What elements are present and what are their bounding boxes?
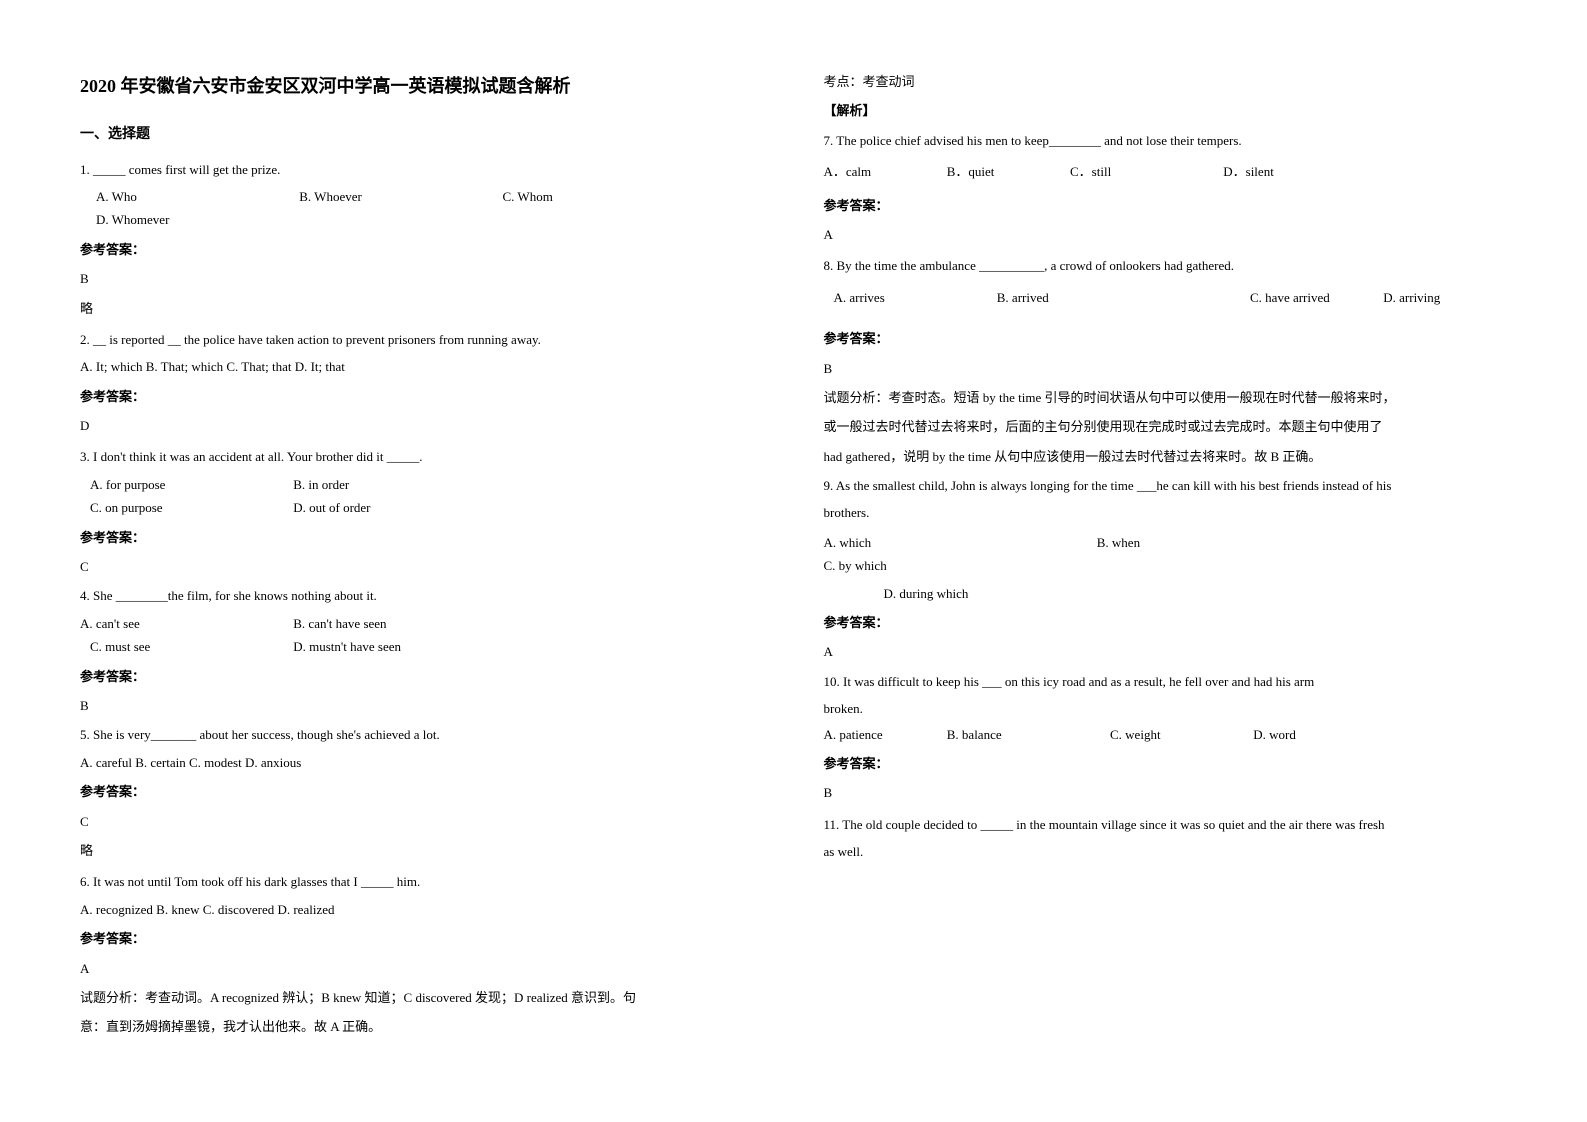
- q4-optD: D. mustn't have seen: [293, 635, 401, 658]
- q11-text1: 11. The old couple decided to _____ in t…: [824, 813, 1508, 836]
- q11-text2: as well.: [824, 840, 1508, 863]
- q2-options: A. It; which B. That; which C. That; tha…: [80, 355, 764, 378]
- q9-answer: A: [824, 640, 1508, 663]
- q1-optB: B. Whoever: [299, 185, 439, 208]
- q2-text: 2. __ is reported __ the police have tak…: [80, 328, 764, 351]
- q7-text: 7. The police chief advised his men to k…: [824, 129, 1508, 152]
- q8-answer-label: 参考答案：: [824, 327, 1508, 350]
- q3-answer: C: [80, 555, 764, 578]
- q3-optC: C. on purpose: [90, 496, 290, 519]
- q7-options: A．calm B．quiet C．still D．silent: [824, 160, 1508, 183]
- q4-optB: B. can't have seen: [293, 612, 386, 635]
- q10-text2: broken.: [824, 697, 1508, 720]
- q3-optD: D. out of order: [293, 496, 370, 519]
- q9-optD: D. during which: [884, 582, 1508, 605]
- q7-answer: A: [824, 223, 1508, 246]
- q3-text: 3. I don't think it was an accident at a…: [80, 445, 764, 468]
- q2-answer: D: [80, 414, 764, 437]
- q4-answer: B: [80, 694, 764, 717]
- doc-title: 2020 年安徽省六安市金安区双河中学高一英语模拟试题含解析: [80, 70, 764, 102]
- q6-analysis4: 【解析】: [824, 99, 1508, 122]
- q8-analysis2: 或一般过去时代替过去将来时，后面的主句分别使用现在完成时或过去完成时。本题主句中…: [824, 415, 1508, 438]
- q9-options: A. which B. when C. by which: [824, 531, 1508, 578]
- q3-optB: B. in order: [293, 473, 349, 496]
- q5-options: A. careful B. certain C. modest D. anxio…: [80, 751, 764, 774]
- q4-optA: A. can't see: [80, 612, 290, 635]
- q8-optB: B. arrived: [997, 286, 1247, 309]
- q8-answer: B: [824, 357, 1508, 380]
- q8-optA: A. arrives: [834, 286, 994, 309]
- q8-text: 8. By the time the ambulance __________,…: [824, 254, 1508, 277]
- q1-answer-label: 参考答案：: [80, 238, 764, 261]
- q9-optC: C. by which: [824, 554, 887, 577]
- q7-answer-label: 参考答案：: [824, 194, 1508, 217]
- q10-answer: B: [824, 781, 1508, 804]
- q7-optD: D．silent: [1223, 160, 1274, 183]
- q4-options: A. can't see B. can't have seen C. must …: [80, 612, 764, 659]
- section-heading: 一、选择题: [80, 122, 764, 147]
- q1-note: 略: [80, 297, 764, 320]
- q3-options: A. for purpose B. in order C. on purpose…: [90, 473, 764, 520]
- q9-text1: 9. As the smallest child, John is always…: [824, 474, 1508, 497]
- q1-optA: A. Who: [96, 185, 236, 208]
- q8-optC: C. have arrived: [1250, 286, 1380, 309]
- q3-answer-label: 参考答案：: [80, 526, 764, 549]
- q6-answer-label: 参考答案：: [80, 927, 764, 950]
- q7-optC: C．still: [1070, 160, 1220, 183]
- q5-answer-label: 参考答案：: [80, 780, 764, 803]
- q3-optA: A. for purpose: [90, 473, 290, 496]
- q2-answer-label: 参考答案：: [80, 385, 764, 408]
- q9-optB: B. when: [1097, 531, 1417, 554]
- q9-answer-label: 参考答案：: [824, 611, 1508, 634]
- q6-analysis2: 意：直到汤姆摘掉墨镜，我才认出他来。故 A 正确。: [80, 1015, 764, 1038]
- q7-optB: B．quiet: [947, 160, 1067, 183]
- q9-optA: A. which: [824, 531, 1094, 554]
- q6-analysis1: 试题分析：考查动词。A recognized 辨认；B knew 知道；C di…: [80, 986, 764, 1009]
- q6-options: A. recognized B. knew C. discovered D. r…: [80, 898, 764, 921]
- q1-options: A. Who B. Whoever C. Whom D. Whomever: [96, 185, 764, 232]
- q6-text: 6. It was not until Tom took off his dar…: [80, 870, 764, 893]
- q10-text1: 10. It was difficult to keep his ___ on …: [824, 670, 1508, 693]
- q1-text: 1. _____ comes first will get the prize.: [80, 158, 764, 181]
- q10-options: A. patience B. balance C. weight D. word: [824, 723, 1508, 746]
- q8-optD: D. arriving: [1383, 286, 1440, 309]
- q6-analysis3: 考点：考查动词: [824, 70, 1508, 93]
- q6-answer: A: [80, 957, 764, 980]
- q10-optC: C. weight: [1110, 723, 1250, 746]
- q5-answer: C: [80, 810, 764, 833]
- q10-answer-label: 参考答案：: [824, 752, 1508, 775]
- q9-text2: brothers.: [824, 501, 1508, 524]
- q5-text: 5. She is very_______ about her success,…: [80, 723, 764, 746]
- q8-options: A. arrives B. arrived C. have arrived D.…: [824, 286, 1508, 309]
- q10-optB: B. balance: [947, 723, 1107, 746]
- q10-optA: A. patience: [824, 723, 944, 746]
- q5-note: 略: [80, 839, 764, 862]
- q1-optC: C. Whom: [503, 185, 643, 208]
- q4-text: 4. She ________the film, for she knows n…: [80, 584, 764, 607]
- q10-optD: D. word: [1253, 723, 1296, 746]
- q7-optA: A．calm: [824, 160, 944, 183]
- q8-analysis3: had gathered，说明 by the time 从句中应该使用一般过去时…: [824, 445, 1508, 468]
- q8-analysis1: 试题分析：考查时态。短语 by the time 引导的时间状语从句中可以使用一…: [824, 386, 1508, 409]
- q1-optD: D. Whomever: [96, 208, 169, 231]
- q4-optC: C. must see: [90, 635, 290, 658]
- q1-answer: B: [80, 267, 764, 290]
- q4-answer-label: 参考答案：: [80, 665, 764, 688]
